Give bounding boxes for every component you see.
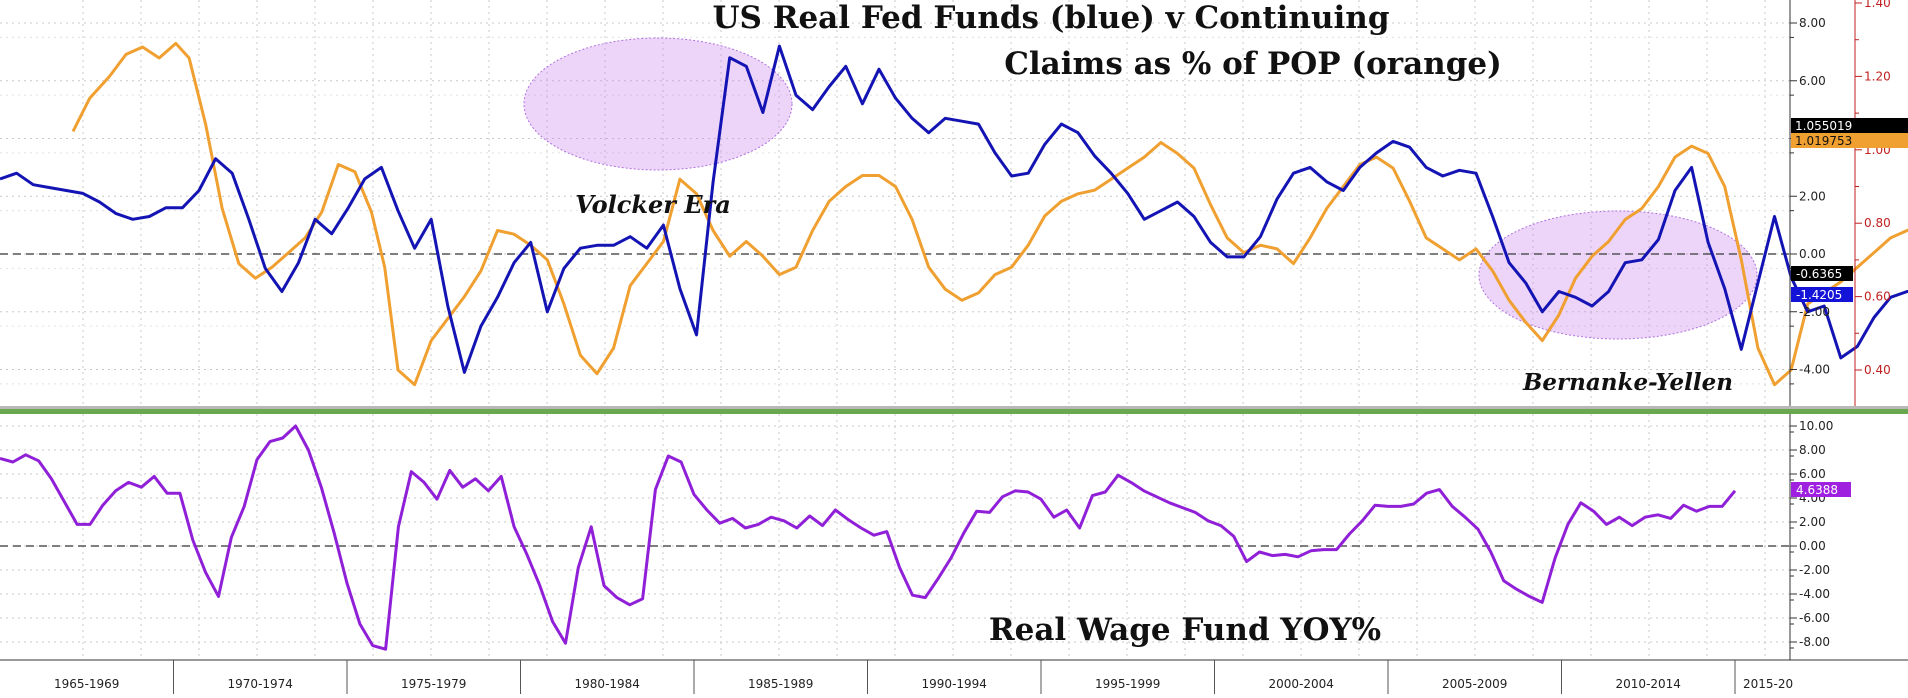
panel-separator-gray: [0, 406, 1908, 409]
marker-left-value-text: -0.6365: [1796, 267, 1842, 281]
right-y-tick-label: 0.60: [1864, 290, 1891, 304]
left-y-tick-label: 0.00: [1799, 247, 1826, 261]
right-y-tick-label: 0.40: [1864, 363, 1891, 377]
x-axis-label: 2015-20: [1743, 677, 1793, 691]
marker-wage-last-text: 4.6388: [1796, 483, 1838, 497]
bottom-y-tick-label: -8.00: [1799, 635, 1830, 649]
left-y-ticks: 8.006.004.002.000.00-2.00-4.00: [1790, 16, 1830, 385]
right-y-tick-label: 0.80: [1864, 216, 1891, 230]
top-grid: [0, 0, 1790, 406]
annotation-volcker: Volcker Era: [575, 190, 731, 219]
bottom-y-tick-label: 2.00: [1799, 515, 1826, 529]
x-axis-label: 1980-1984: [575, 677, 640, 691]
chart-title-line2: Claims as % of POP (orange): [1004, 46, 1502, 82]
left-y-tick-label: 2.00: [1799, 189, 1826, 203]
marker-fed-funds-last: -1.4205: [1791, 287, 1853, 302]
x-axis-label: 1990-1994: [922, 677, 987, 691]
left-y-tick-label: -2.00: [1799, 305, 1830, 319]
bottom-y-tick-label: -6.00: [1799, 611, 1830, 625]
marker-fed-funds-last-text: -1.4205: [1796, 288, 1842, 302]
x-axis-labels: 1965-1969 1970-1974 1975-1979 1980-1984 1985…: [54, 660, 1793, 694]
volcker-highlight: [523, 37, 793, 171]
marker-claims-last-text: 1.019753: [1795, 134, 1852, 148]
left-y-tick-label: 6.00: [1799, 74, 1826, 88]
x-axis-label: 1970-1974: [228, 677, 293, 691]
bottom-y-tick-label: 6.00: [1799, 467, 1826, 481]
bottom-y-tick-label: 8.00: [1799, 443, 1826, 457]
x-axis-label: 2005-2009: [1442, 677, 1507, 691]
real-wage-fund-line: [0, 424, 1737, 651]
left-y-tick-label: 8.00: [1799, 16, 1826, 30]
marker-wage-last: 4.6388: [1791, 482, 1851, 497]
top-panel: US Real Fed Funds (blue) v Continuing Cl…: [0, 0, 1908, 408]
chart-title-line1: US Real Fed Funds (blue) v Continuing: [712, 0, 1389, 36]
x-axis-label: 2000-2004: [1269, 677, 1334, 691]
bottom-chart-title: Real Wage Fund YOY%: [989, 612, 1381, 648]
annotation-bernanke-yellen: Bernanke-Yellen: [1522, 369, 1733, 396]
right-y-tick-label: 1.20: [1864, 69, 1891, 83]
marker-left-value: -0.6365: [1791, 266, 1853, 281]
bottom-grid: [0, 414, 1790, 660]
bottom-y-tick-label: -2.00: [1799, 563, 1830, 577]
bottom-panel: Real Wage Fund YOY% 10.008.006.004.002.0…: [0, 414, 1851, 660]
x-axis-label: 1965-1969: [54, 677, 119, 691]
right-y-tick-label: 1.40: [1864, 0, 1891, 10]
bottom-y-tick-label: 0.00: [1799, 539, 1826, 553]
left-y-tick-label: -4.00: [1799, 363, 1830, 377]
bottom-y-tick-label: -4.00: [1799, 587, 1830, 601]
x-axis: 1965-1969 1970-1974 1975-1979 1980-1984 1985…: [0, 659, 1908, 694]
marker-right-value: 1.055019: [1791, 118, 1908, 133]
marker-claims-last: 1.019753: [1791, 133, 1908, 148]
panel-separator-green: [0, 409, 1908, 414]
x-axis-label: 2010-2014: [1616, 677, 1681, 691]
x-axis-label: 1975-1979: [401, 677, 466, 691]
claims-line: [71, 41, 1908, 387]
x-axis-label: 1985-1989: [748, 677, 813, 691]
bottom-y-ticks: 10.008.006.004.002.000.00-2.00-4.00-6.00…: [1790, 419, 1833, 649]
bottom-y-tick-label: 10.00: [1799, 419, 1833, 433]
marker-right-value-text: 1.055019: [1795, 119, 1852, 133]
real-fed-funds-line: [0, 44, 1908, 374]
right-y-ticks: 1.401.201.000.800.600.40: [1855, 0, 1891, 408]
x-axis-label: 1995-1999: [1095, 677, 1160, 691]
